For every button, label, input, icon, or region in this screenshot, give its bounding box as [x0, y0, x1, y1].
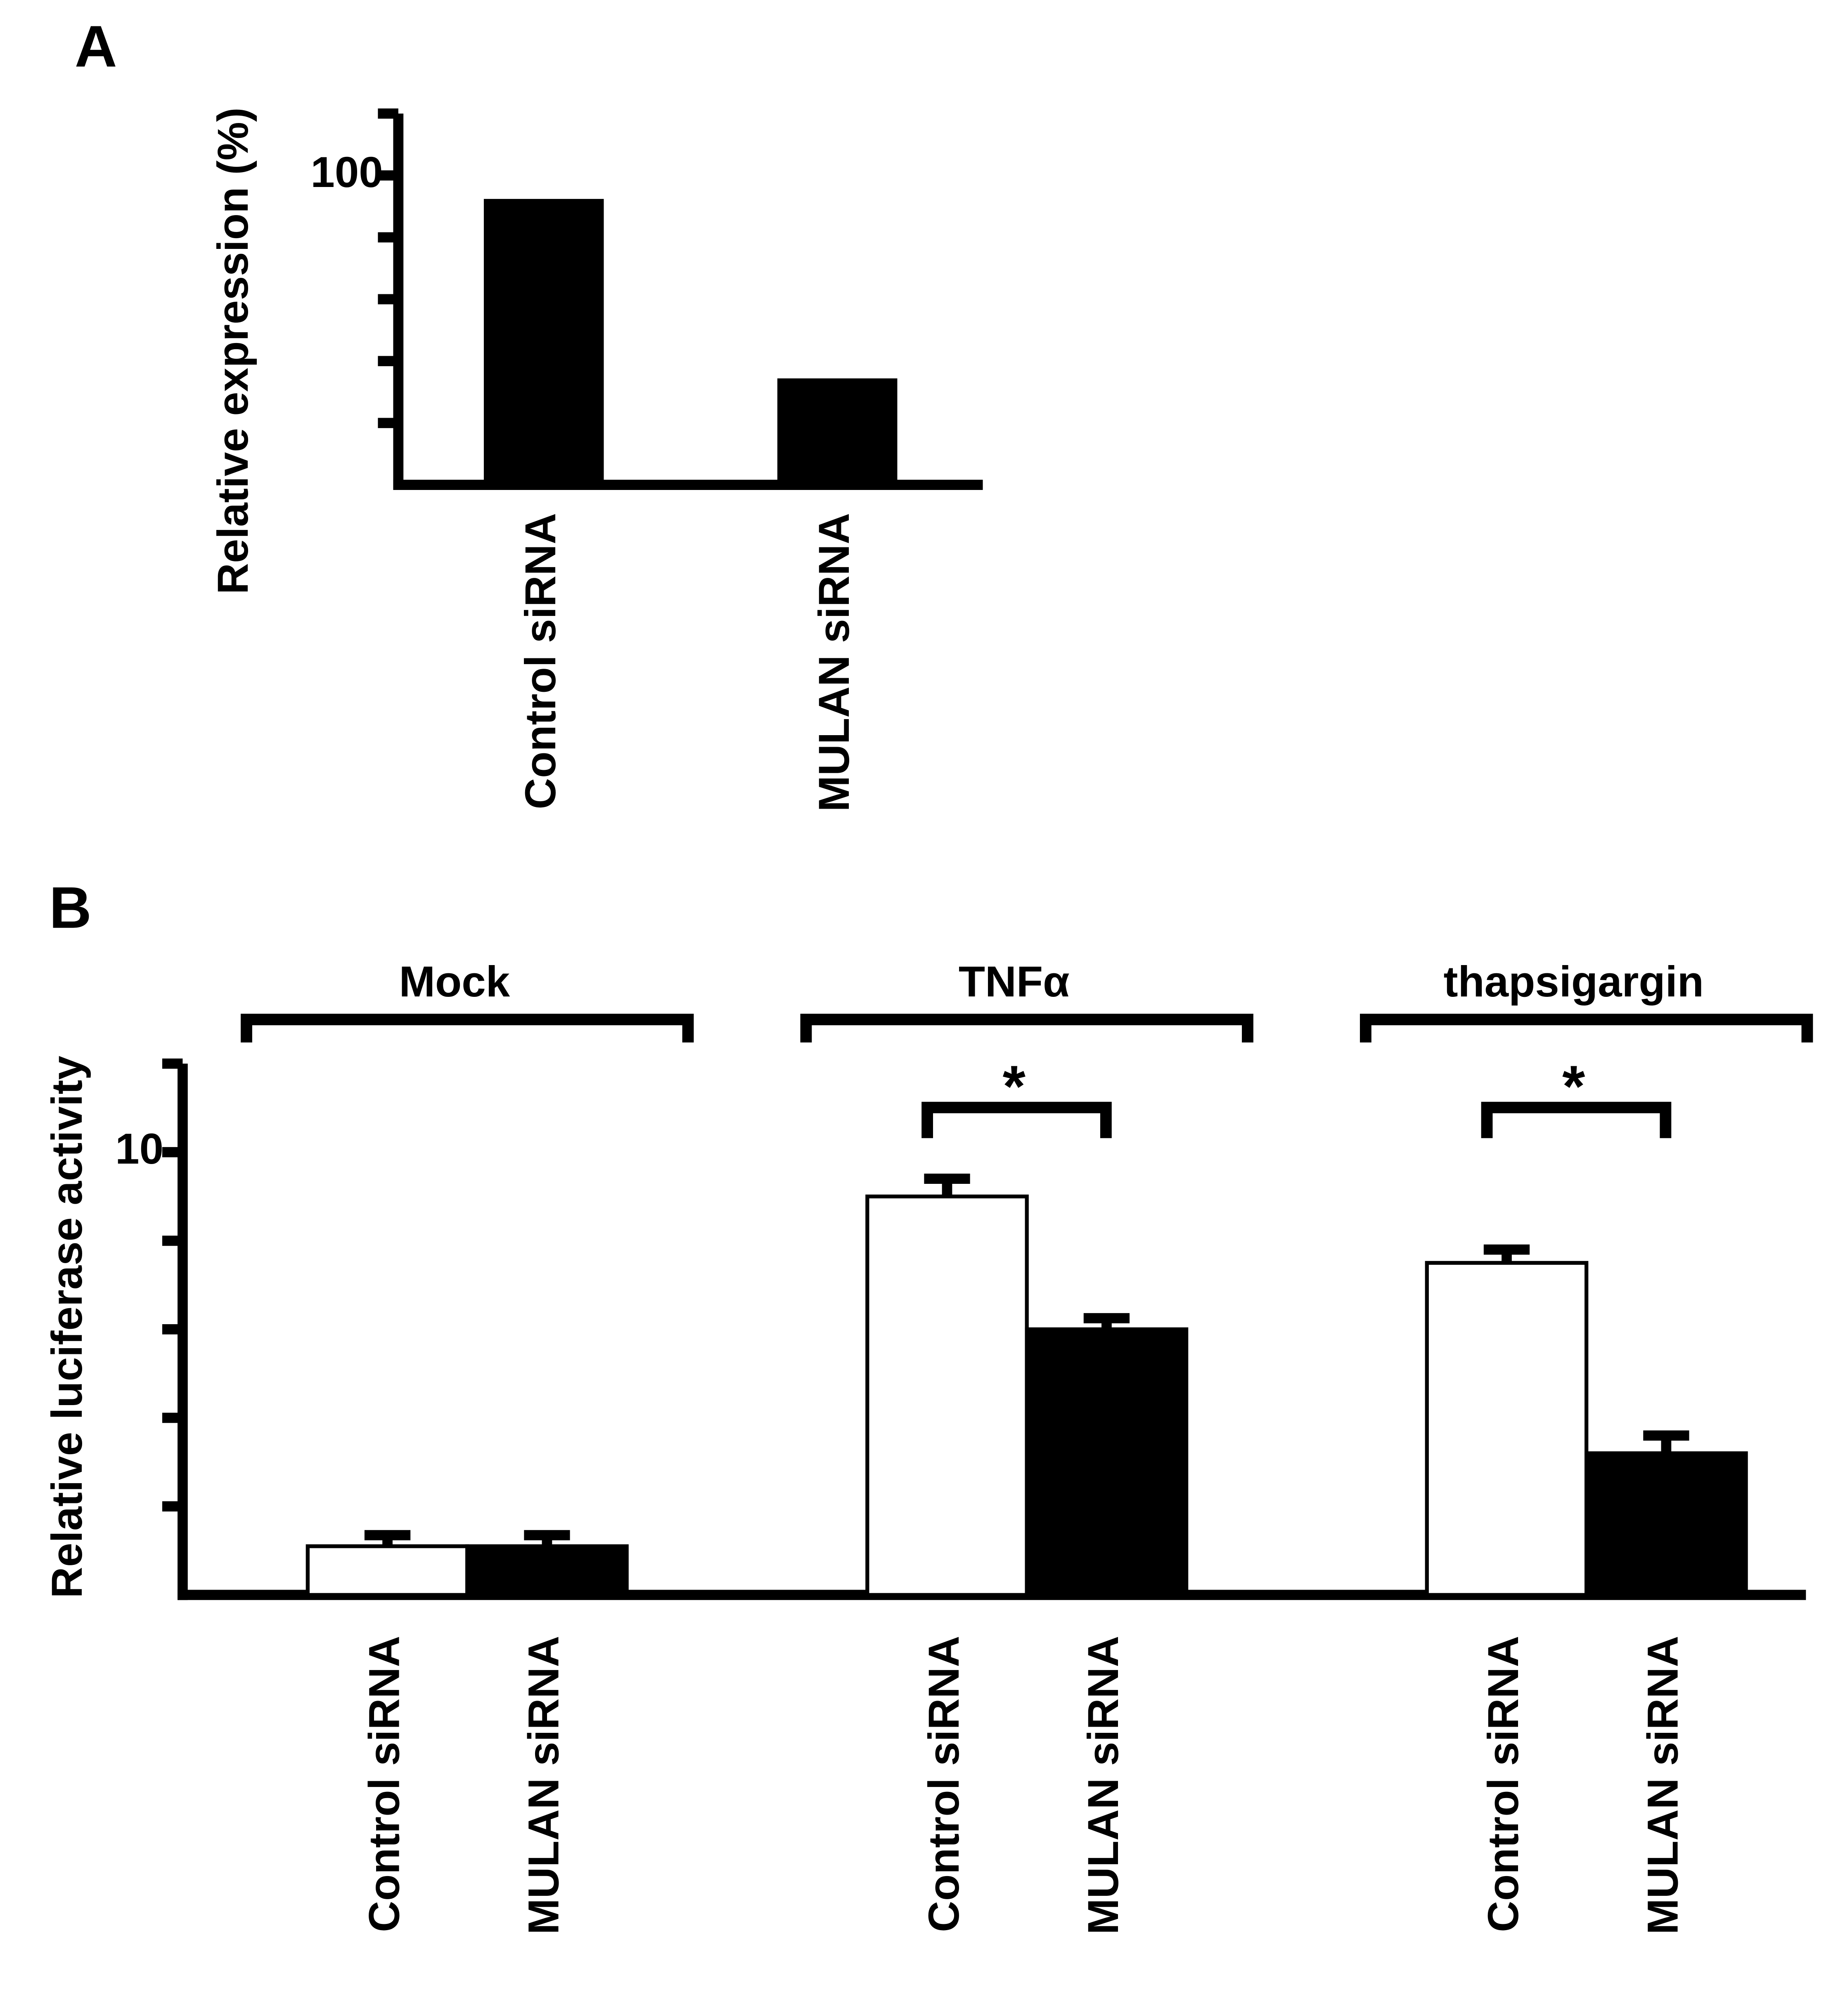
x-tick-label: Control siRNA [516, 513, 565, 809]
bar [306, 1544, 469, 1597]
bar [465, 1544, 629, 1597]
error-bar [924, 1174, 970, 1197]
y-axis-label: Relative expression (%) [209, 107, 257, 594]
bar [483, 199, 604, 486]
x-tick-label: Control siRNA [1479, 1636, 1528, 1932]
y-axis-label: Relative luciferase activity [43, 1056, 91, 1598]
x-tick-label: Control siRNA [360, 1636, 408, 1932]
x-tick-label: MULAN siRNA [1079, 1636, 1127, 1935]
group-label: Mock [399, 958, 510, 1006]
bar [865, 1194, 1029, 1597]
panel-label: B [49, 875, 92, 941]
error-bar [1643, 1430, 1689, 1453]
significance-star: * [1003, 1053, 1026, 1119]
x-tick-label: MULAN siRNA [520, 1636, 568, 1935]
group-bracket [1360, 1013, 1813, 1043]
bar [1585, 1451, 1748, 1597]
bar [1425, 1261, 1589, 1597]
significance-bracket [1481, 1102, 1672, 1138]
group-bracket [800, 1013, 1253, 1043]
significance-bracket [921, 1102, 1112, 1138]
y-tick-label: 100 [310, 148, 383, 196]
panel-label: A [75, 14, 117, 79]
x-tick-label: Control siRNA [920, 1636, 968, 1932]
error-bar [1483, 1244, 1530, 1263]
bar [777, 378, 898, 486]
y-tick-label: 10 [115, 1125, 163, 1173]
group-bracket [241, 1013, 694, 1043]
group-label: TNFα [959, 958, 1070, 1006]
x-tick-label: MULAN siRNA [810, 513, 858, 812]
significance-star: * [1562, 1053, 1585, 1119]
x-tick-label: MULAN siRNA [1639, 1636, 1687, 1935]
bar [1025, 1327, 1189, 1597]
group-label: thapsigargin [1443, 958, 1704, 1006]
